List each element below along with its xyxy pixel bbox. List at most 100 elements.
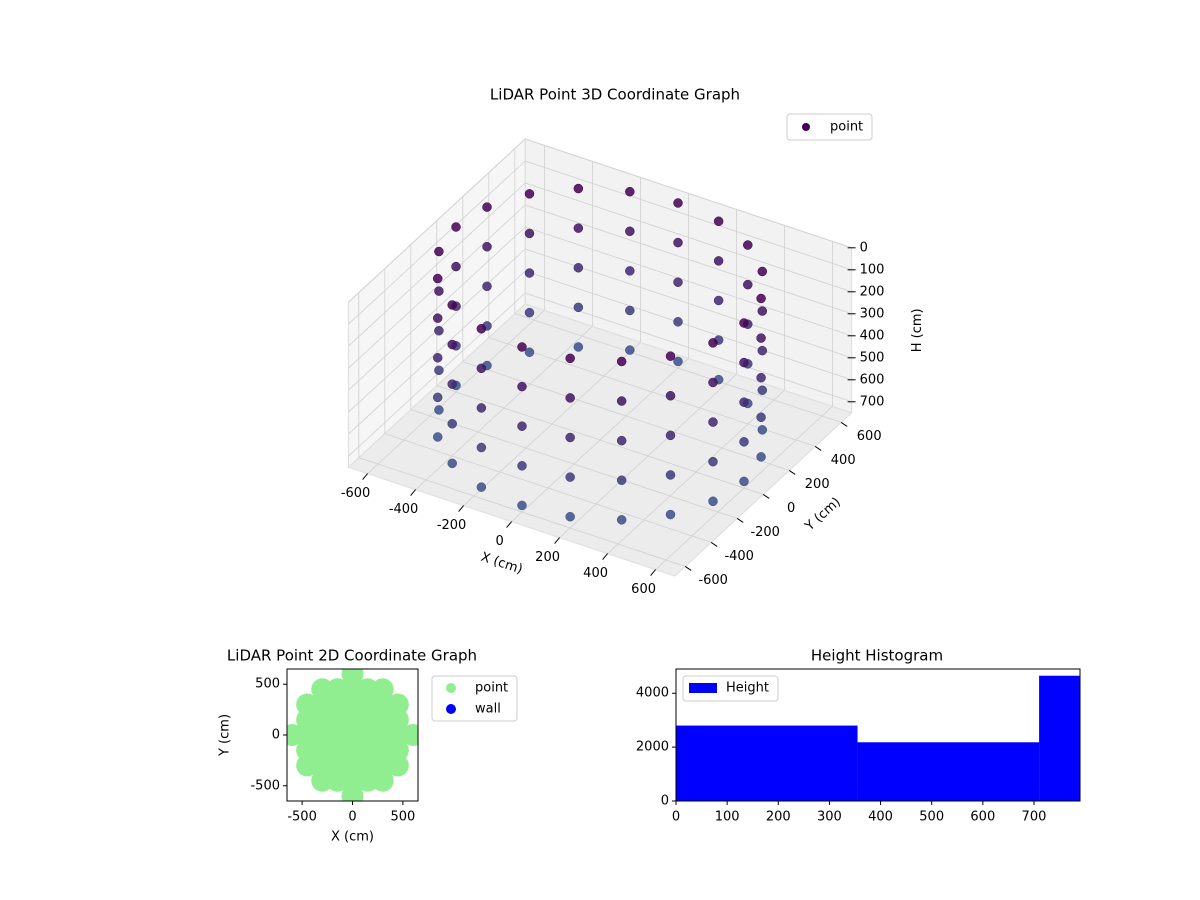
point [708, 417, 718, 427]
x-tick-label: 600 [970, 810, 995, 825]
point [341, 724, 364, 746]
point [757, 385, 768, 395]
axes-frame [675, 668, 1081, 802]
point [296, 754, 319, 777]
point [326, 769, 349, 792]
legend-marker [446, 704, 456, 714]
point [573, 302, 584, 313]
y-tick-label: 600 [857, 429, 882, 444]
point [341, 739, 364, 762]
point [708, 456, 718, 467]
y-tick-label: -200 [750, 525, 780, 540]
x-tick-label: 200 [535, 550, 560, 565]
point [739, 397, 749, 407]
tick-mark [762, 493, 770, 499]
point [573, 342, 584, 352]
z-tick-label: 400 [860, 328, 885, 343]
point [296, 739, 319, 762]
tick-mark [710, 541, 718, 547]
point [341, 669, 364, 686]
point [565, 472, 575, 482]
legend-label: point [475, 681, 508, 696]
point [371, 769, 394, 792]
point [625, 305, 635, 316]
point [673, 356, 683, 367]
legend-box [682, 675, 779, 702]
y-tick-label: -600 [698, 573, 728, 588]
point [713, 295, 724, 306]
point [673, 198, 683, 208]
z-tick-label: 500 [860, 350, 885, 365]
point [386, 754, 409, 777]
x-tick-label: 200 [766, 810, 791, 825]
y-tick-label: 4000 [636, 686, 669, 701]
legend-label: wall [475, 702, 501, 717]
point [476, 482, 487, 492]
point [713, 216, 724, 227]
grid-line [525, 204, 852, 315]
point [616, 356, 627, 367]
point [311, 708, 334, 731]
point [616, 475, 627, 485]
point [625, 186, 635, 197]
point [476, 363, 487, 374]
x-tick-label: 500 [390, 810, 415, 825]
point [311, 724, 334, 746]
point [311, 678, 334, 701]
point [434, 405, 444, 415]
point [432, 273, 443, 284]
point [625, 226, 635, 237]
y-tick-label: 2000 [636, 740, 669, 755]
point [434, 365, 444, 376]
point [565, 511, 575, 522]
x-tick-label: 600 [631, 582, 656, 597]
point [524, 347, 535, 357]
z-tick-label: 100 [860, 262, 885, 277]
point [326, 678, 349, 701]
point [524, 268, 535, 278]
point [311, 754, 334, 777]
point [665, 391, 676, 401]
point [665, 351, 676, 361]
point [386, 708, 409, 731]
point [756, 293, 766, 304]
tick-mark [602, 553, 608, 560]
point [757, 345, 768, 356]
point [743, 279, 753, 290]
tick-mark [410, 489, 416, 496]
x-axis-label: X (cm) [331, 830, 374, 845]
point [616, 396, 627, 406]
grid-line [348, 160, 526, 325]
x-tick-label: -600 [341, 486, 371, 501]
legend-marker [446, 683, 456, 693]
grid-line [348, 204, 526, 369]
point [356, 769, 379, 792]
tick-mark [506, 521, 512, 528]
grid-line [348, 138, 526, 303]
point [326, 754, 349, 777]
point [756, 333, 766, 343]
grid-line [358, 457, 686, 567]
y-tick-label: 0 [272, 728, 280, 743]
y-tick-label: 0 [661, 794, 669, 809]
y-tick-label: 500 [255, 677, 280, 692]
tick-mark [736, 517, 744, 523]
grid-line [462, 361, 790, 471]
point [708, 338, 718, 348]
x-tick-label: 700 [1022, 810, 1047, 825]
point [573, 183, 584, 194]
point [517, 421, 527, 431]
bar [857, 742, 1040, 801]
point [326, 708, 349, 731]
chart-title: LiDAR Point 2D Coordinate Graph [227, 647, 477, 665]
tick-mark [554, 537, 560, 544]
point [616, 435, 627, 446]
point [673, 237, 683, 248]
point [524, 189, 535, 199]
point [573, 223, 584, 233]
point [371, 739, 394, 762]
point [296, 693, 319, 716]
grid-line [348, 226, 526, 391]
point [386, 693, 409, 716]
point [565, 432, 575, 443]
